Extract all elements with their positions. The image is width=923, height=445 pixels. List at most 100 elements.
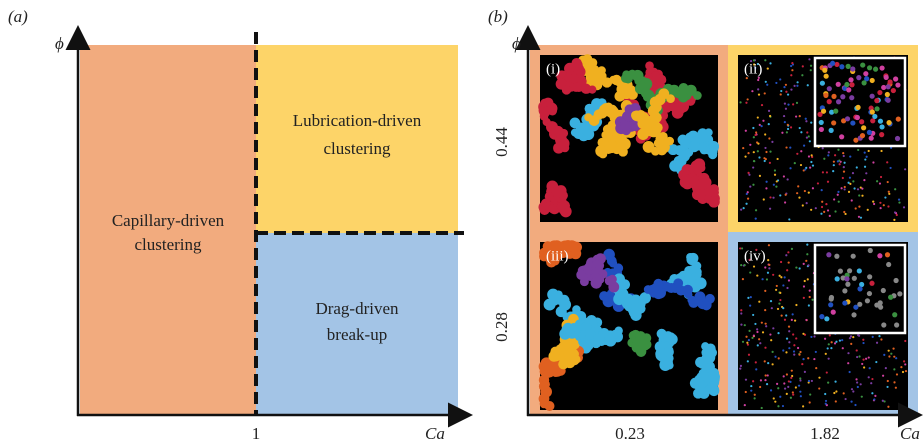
- particle: [797, 185, 799, 187]
- particle: [880, 150, 882, 152]
- particle: [752, 166, 754, 168]
- particle: [811, 154, 813, 156]
- particle: [821, 206, 823, 208]
- particle: [856, 166, 858, 168]
- particle: [854, 404, 856, 406]
- particle: [755, 209, 757, 211]
- particle: [850, 343, 852, 345]
- particle: [764, 347, 766, 349]
- particle: [761, 278, 763, 280]
- particle: [750, 296, 752, 298]
- particle: [788, 380, 790, 382]
- particle: [796, 192, 798, 194]
- y-tick-label: 0.44: [492, 127, 511, 157]
- particle: [791, 69, 793, 71]
- particle: [788, 218, 790, 220]
- particle: [761, 104, 763, 106]
- particle: [833, 164, 835, 166]
- particle: [764, 147, 766, 149]
- particle: [872, 201, 874, 203]
- particle: [855, 105, 860, 110]
- particle: [874, 106, 879, 111]
- particle: [639, 339, 650, 350]
- particle: [805, 319, 807, 321]
- particle: [786, 393, 788, 395]
- particle: [883, 204, 885, 206]
- particle: [849, 371, 851, 373]
- particle: [795, 386, 797, 388]
- particle: [772, 351, 774, 353]
- particle: [808, 192, 810, 194]
- particle: [849, 177, 851, 179]
- particle: [809, 166, 811, 168]
- particle: [739, 101, 741, 103]
- particle: [751, 337, 753, 339]
- particle: [845, 282, 850, 287]
- particle: [773, 184, 775, 186]
- particle: [808, 380, 810, 382]
- particle: [834, 254, 839, 259]
- particle: [810, 209, 812, 211]
- particle: [815, 207, 817, 209]
- particle: [896, 373, 898, 375]
- particle: [871, 392, 873, 394]
- particle: [904, 340, 906, 342]
- particle: [800, 395, 802, 397]
- particle: [823, 93, 828, 98]
- particle: [786, 338, 788, 340]
- particle: [857, 386, 859, 388]
- particle: [785, 108, 787, 110]
- particle: [774, 356, 776, 358]
- particle: [757, 150, 759, 152]
- particle: [879, 124, 884, 129]
- particle: [740, 324, 742, 326]
- particle: [752, 184, 754, 186]
- particle: [758, 94, 760, 96]
- particle: [897, 291, 902, 296]
- particle: [841, 339, 843, 341]
- particle: [562, 85, 571, 94]
- particle: [865, 172, 867, 174]
- particle: [771, 307, 773, 309]
- particle: [765, 187, 767, 189]
- particle: [784, 387, 786, 389]
- particle: [869, 367, 871, 369]
- particle: [764, 133, 766, 135]
- particle: [795, 304, 797, 306]
- particle: [809, 289, 811, 291]
- particle: [902, 371, 904, 373]
- particle: [843, 162, 845, 164]
- particle: [813, 358, 815, 360]
- particle: [757, 344, 759, 346]
- particle: [768, 137, 770, 139]
- particle: [792, 103, 794, 105]
- particle: [776, 285, 778, 287]
- particle: [772, 363, 774, 365]
- particle: [745, 391, 747, 393]
- x-tick-label: 0.23: [615, 424, 645, 443]
- particle: [794, 162, 796, 164]
- particle: [874, 98, 879, 103]
- particle: [807, 84, 809, 86]
- particle: [893, 219, 895, 221]
- particle: [779, 396, 781, 398]
- particle: [834, 342, 836, 344]
- particle: [765, 374, 767, 376]
- particle: [828, 302, 833, 307]
- particle: [838, 269, 843, 274]
- particle: [792, 393, 794, 395]
- particle: [810, 69, 812, 71]
- particle: [829, 334, 831, 336]
- particle: [887, 406, 889, 408]
- particle: [786, 373, 788, 375]
- particle: [810, 161, 812, 163]
- particle: [810, 336, 812, 338]
- particle: [787, 124, 789, 126]
- particle: [793, 354, 795, 356]
- particle: [863, 366, 865, 368]
- particle: [775, 186, 777, 188]
- particle: [740, 264, 742, 266]
- particle: [880, 338, 882, 340]
- particle: [768, 267, 770, 269]
- particle: [809, 401, 811, 403]
